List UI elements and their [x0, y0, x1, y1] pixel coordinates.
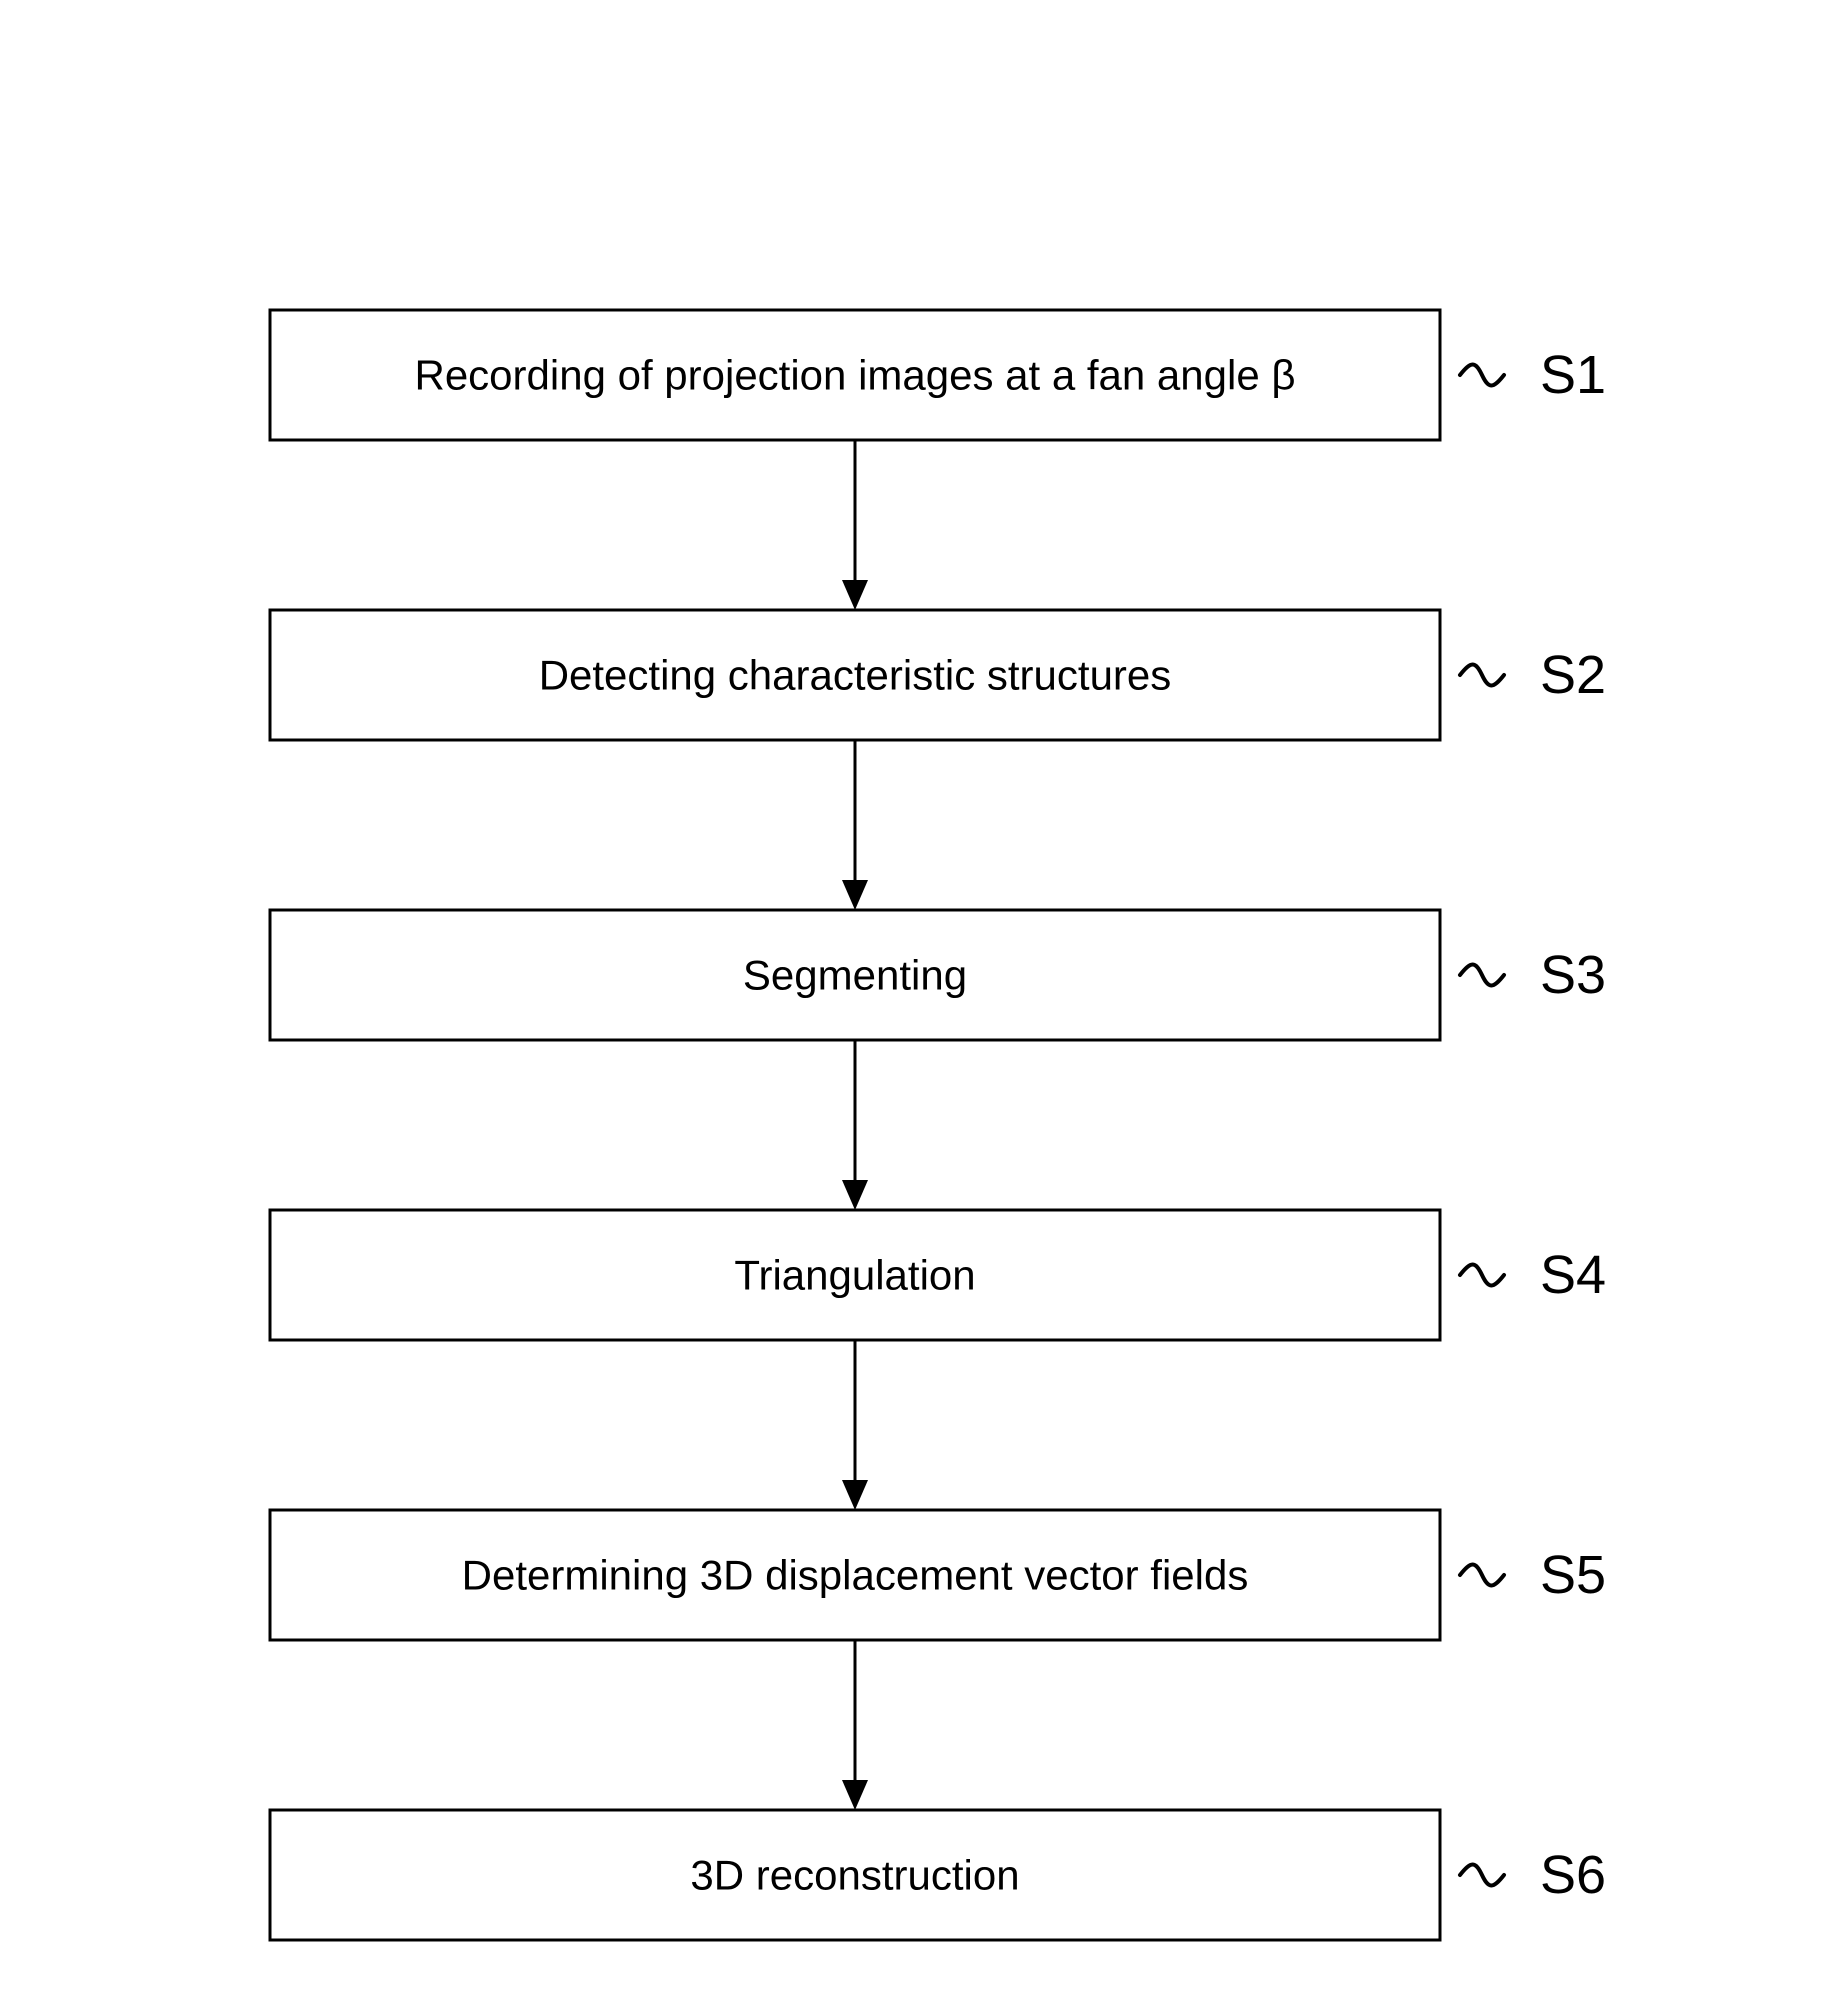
- flowchart-step-s2: Detecting characteristic structures S2: [270, 610, 1606, 910]
- step-id: S1: [1540, 345, 1606, 405]
- step-label: 3D reconstruction: [690, 1852, 1019, 1899]
- flowchart-step-s6: 3D reconstruction S6: [270, 1810, 1606, 1940]
- flow-arrow-head: [842, 880, 868, 910]
- step-label: Recording of projection images at a fan …: [414, 352, 1295, 399]
- flow-arrow-head: [842, 1480, 868, 1510]
- step-tilde: [1460, 1865, 1504, 1886]
- step-id: S2: [1540, 645, 1606, 705]
- flowchart-canvas: Recording of projection images at a fan …: [0, 0, 1831, 2016]
- step-tilde: [1460, 1565, 1504, 1586]
- step-id: S3: [1540, 945, 1606, 1005]
- flowchart-step-s3: Segmenting S3: [270, 910, 1606, 1210]
- flowchart-step-s4: Triangulation S4: [270, 1210, 1606, 1510]
- step-label: Segmenting: [743, 952, 967, 999]
- step-tilde: [1460, 1265, 1504, 1286]
- step-label: Determining 3D displacement vector field…: [462, 1552, 1249, 1599]
- step-tilde: [1460, 665, 1504, 686]
- step-label: Detecting characteristic structures: [539, 652, 1172, 699]
- step-tilde: [1460, 365, 1504, 386]
- flow-arrow-head: [842, 1780, 868, 1810]
- step-id: S6: [1540, 1845, 1606, 1905]
- step-label: Triangulation: [734, 1252, 975, 1299]
- step-tilde: [1460, 965, 1504, 986]
- step-id: S5: [1540, 1545, 1606, 1605]
- flowchart-step-s5: Determining 3D displacement vector field…: [270, 1510, 1606, 1810]
- flow-arrow-head: [842, 1180, 868, 1210]
- flow-arrow-head: [842, 580, 868, 610]
- step-id: S4: [1540, 1245, 1606, 1305]
- flowchart-step-s1: Recording of projection images at a fan …: [270, 310, 1606, 610]
